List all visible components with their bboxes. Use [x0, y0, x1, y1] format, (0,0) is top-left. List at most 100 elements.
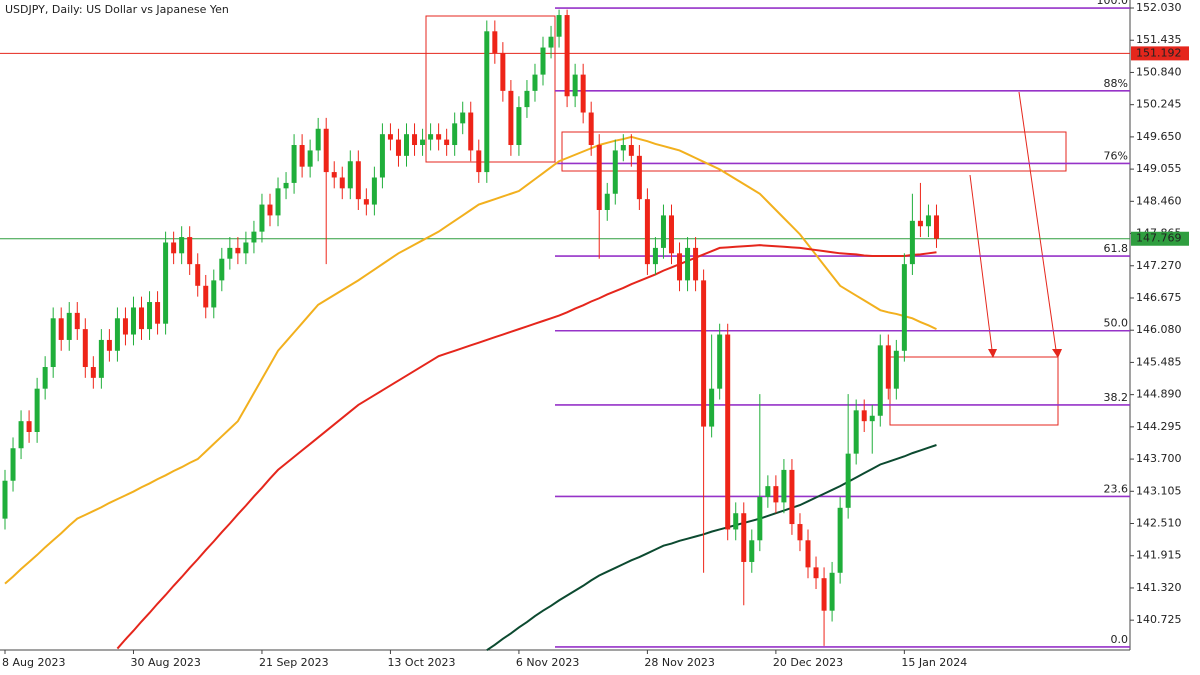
- candle-body: [821, 578, 827, 611]
- candle-body: [339, 177, 345, 189]
- candle-body: [139, 307, 145, 330]
- candle-body: [580, 74, 586, 113]
- candle-body: [540, 47, 546, 75]
- candle-body: [757, 496, 763, 541]
- candle-body: [789, 469, 795, 525]
- candle-body: [709, 388, 715, 427]
- candle-body: [628, 145, 634, 156]
- candle-body: [893, 350, 899, 389]
- x-tick-label: 15 Jan 2024: [901, 656, 967, 669]
- y-tick-label: 147.270: [1136, 259, 1182, 272]
- candle-body: [853, 410, 859, 454]
- candle-body: [371, 177, 377, 205]
- candle-body: [837, 507, 843, 573]
- candle-body: [532, 74, 538, 91]
- fib-label: 23.6: [1104, 482, 1129, 495]
- candle-body: [901, 264, 907, 351]
- candle-body: [885, 345, 891, 389]
- y-tick-label: 144.295: [1136, 420, 1182, 433]
- y-tick-label: 152.030: [1136, 1, 1182, 14]
- candle-body: [604, 193, 610, 210]
- candle-body: [476, 150, 482, 173]
- candle-body: [147, 302, 153, 330]
- candle-body: [98, 339, 104, 378]
- candle-body: [428, 134, 434, 140]
- candle-body: [130, 307, 136, 335]
- candle-body: [797, 524, 803, 541]
- candle-body: [187, 237, 193, 265]
- arrow-head: [1052, 349, 1062, 358]
- y-tick-label: 146.080: [1136, 323, 1182, 336]
- candle-body: [291, 145, 297, 183]
- candle-body: [227, 247, 233, 259]
- candle-body: [10, 448, 16, 481]
- y-tick-label: 150.245: [1136, 98, 1182, 111]
- candle-body: [347, 161, 353, 189]
- candle-body: [765, 486, 771, 497]
- y-tick-label: 145.485: [1136, 355, 1182, 368]
- fib-label: 38.2: [1104, 391, 1129, 404]
- candle-body: [235, 247, 241, 254]
- candle-body: [387, 134, 393, 140]
- y-tick-label: 141.320: [1136, 581, 1182, 594]
- candle-body: [877, 345, 883, 416]
- candle-body: [412, 134, 418, 146]
- x-tick-label: 21 Sep 2023: [259, 656, 329, 669]
- y-tick-label: 143.105: [1136, 484, 1182, 497]
- x-tick-label: 28 Nov 2023: [644, 656, 714, 669]
- candle-body: [933, 215, 939, 239]
- target-box: [889, 356, 1059, 426]
- candle-body: [733, 513, 739, 530]
- candle-body: [612, 150, 618, 194]
- candle-body: [355, 161, 361, 200]
- candle-body: [163, 242, 169, 324]
- y-tick-label: 149.055: [1136, 162, 1182, 175]
- candle-body: [693, 247, 699, 281]
- fib-label: 61.8: [1104, 242, 1129, 255]
- zone-box: [425, 15, 556, 163]
- y-tick-label: 143.700: [1136, 452, 1182, 465]
- candle-body: [548, 36, 554, 48]
- candle-body: [211, 280, 217, 308]
- candle-body: [869, 415, 875, 422]
- candle-body: [861, 410, 867, 422]
- candle-body: [66, 312, 72, 340]
- candle-body: [572, 74, 578, 97]
- candle-body: [685, 247, 691, 281]
- candle-body: [588, 112, 594, 146]
- candle-body: [909, 220, 915, 265]
- candle-body: [2, 480, 8, 519]
- price-label: 151.192: [1136, 46, 1182, 59]
- candle-body: [90, 367, 96, 378]
- y-tick-label: 149.650: [1136, 130, 1182, 143]
- candle-body: [243, 242, 249, 254]
- y-tick-label: 146.675: [1136, 291, 1182, 304]
- candle-body: [717, 334, 723, 389]
- fib-label: 50.0: [1104, 317, 1129, 330]
- price-label-box: [1131, 231, 1189, 246]
- candle-body: [58, 318, 64, 340]
- fib-label: 88%: [1104, 77, 1128, 90]
- candle-body: [829, 572, 835, 611]
- candle-body: [331, 172, 337, 178]
- candle-body: [925, 215, 931, 227]
- candle-body: [122, 318, 128, 335]
- candle-body: [500, 52, 506, 91]
- candle-body: [50, 318, 56, 368]
- candle-body: [701, 280, 707, 427]
- price-label: 147.769: [1136, 232, 1182, 245]
- price-label-box: [1131, 46, 1189, 61]
- arrow-head: [988, 349, 997, 358]
- y-tick-label: 151.435: [1136, 33, 1182, 46]
- candle-body: [299, 145, 305, 167]
- candle-body: [725, 334, 731, 530]
- y-tick-label: 144.890: [1136, 388, 1182, 401]
- candle-body: [805, 540, 811, 568]
- candle-body: [813, 567, 819, 579]
- candle-body: [259, 204, 265, 232]
- candle-body: [155, 302, 161, 324]
- candle-body: [444, 139, 450, 146]
- candle-body: [179, 237, 185, 254]
